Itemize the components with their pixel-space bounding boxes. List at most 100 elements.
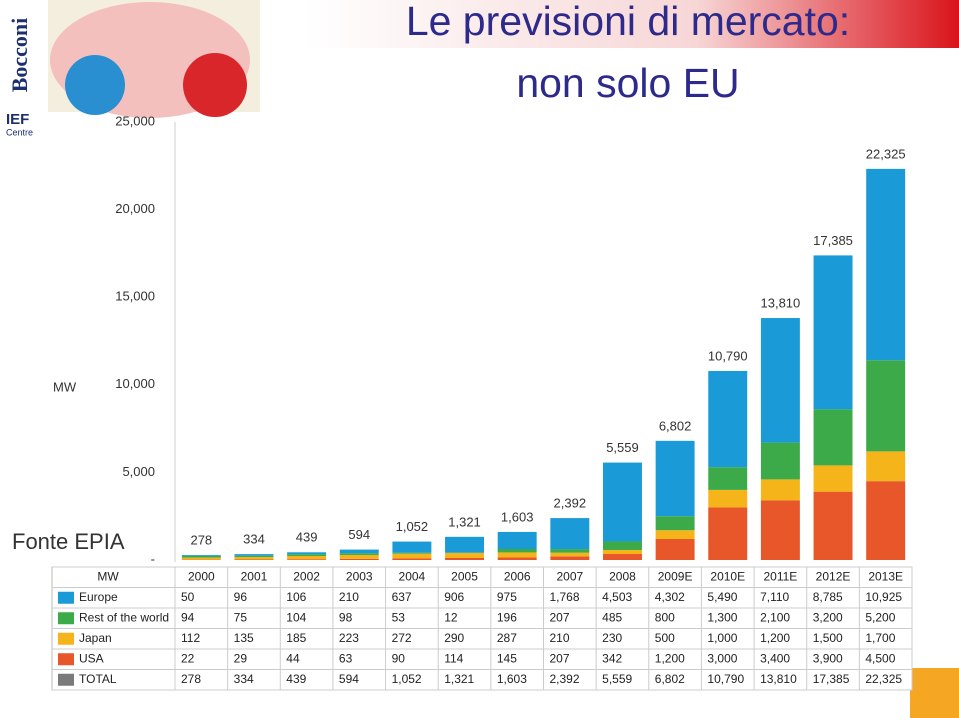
- bar-segment: [392, 558, 432, 560]
- bar-segment: [181, 556, 221, 558]
- table-cell: 485: [602, 610, 622, 624]
- bar-segment: [339, 549, 379, 554]
- table-cell: 334: [234, 672, 254, 686]
- table-cell: 1,200: [655, 651, 685, 665]
- corner-decoration: [910, 668, 959, 718]
- table-header: 2005: [451, 569, 478, 583]
- bar-segment: [234, 559, 274, 560]
- table-cell: 1,768: [550, 590, 580, 604]
- logo-name: Bocconi: [7, 18, 32, 93]
- table-cell: 106: [286, 590, 306, 604]
- table-cell: 44: [286, 651, 300, 665]
- logo-wheel: [65, 55, 125, 115]
- table-cell: 8,785: [813, 590, 843, 604]
- table-cell: 3,900: [813, 651, 843, 665]
- table-cell: 5,559: [602, 672, 632, 686]
- bar-segment: [339, 558, 379, 560]
- legend-swatch: [58, 673, 74, 686]
- bar-segment: [234, 554, 274, 556]
- bar-segment: [760, 500, 800, 560]
- bar-segment: [287, 559, 327, 560]
- title-banner: [305, 0, 959, 48]
- table-cell: 1,300: [707, 610, 737, 624]
- table-header: MW: [97, 569, 119, 583]
- bar-segment: [602, 462, 642, 542]
- table-header: 2000: [188, 569, 215, 583]
- total-label: 10,790: [708, 348, 748, 363]
- bar-segment: [392, 541, 432, 553]
- bar-segment: [655, 530, 695, 539]
- table-cell: 50: [181, 590, 195, 604]
- table-cell: 1,321: [444, 672, 474, 686]
- bar-segment: [497, 531, 537, 549]
- table-cell: 4,302: [655, 590, 685, 604]
- table-header: 2008: [609, 569, 636, 583]
- bar-segment: [708, 507, 748, 560]
- table-cell: 1,000: [707, 631, 737, 645]
- table-header: 2003: [346, 569, 373, 583]
- bar-segment: [445, 552, 485, 559]
- table-cell: 439: [286, 672, 306, 686]
- logo-wheel: [183, 53, 247, 117]
- table-cell: 342: [602, 651, 622, 665]
- total-label: 6,802: [659, 418, 692, 433]
- bar-segment: [866, 168, 906, 361]
- table-cell: 800: [655, 610, 675, 624]
- bar-segment: [866, 481, 906, 560]
- table-cell: 17,385: [813, 672, 850, 686]
- bar-segment: [339, 554, 379, 559]
- bar-segment: [497, 557, 537, 560]
- table-cell: 4,500: [865, 651, 895, 665]
- legend-swatch: [58, 632, 74, 645]
- bar-segment: [655, 440, 695, 517]
- bar-segment: [550, 552, 590, 557]
- legend-swatch: [58, 653, 74, 666]
- table-header: 2012E: [816, 569, 851, 583]
- bar-segment: [287, 554, 327, 556]
- bar-segment: [813, 465, 853, 492]
- table-cell: 114: [444, 651, 463, 665]
- table-cell: 207: [550, 610, 570, 624]
- table-cell: 22,325: [865, 672, 902, 686]
- legend-label: USA: [79, 651, 104, 665]
- bar-segment: [550, 518, 590, 550]
- table-header: 2007: [556, 569, 583, 583]
- bar-segment: [550, 556, 590, 560]
- table-cell: 3,400: [760, 651, 790, 665]
- table-cell: 272: [392, 631, 412, 645]
- bar-segment: [497, 552, 537, 558]
- table-cell: 594: [339, 672, 359, 686]
- table-cell: 906: [444, 590, 464, 604]
- table-cell: 287: [497, 631, 517, 645]
- bar-segment: [234, 555, 274, 558]
- bar-segment: [339, 553, 379, 555]
- bar-segment: [655, 538, 695, 560]
- total-label: 2,392: [554, 496, 587, 511]
- y-tick-label: -: [151, 551, 155, 566]
- table-cell: 90: [392, 651, 406, 665]
- total-label: 22,325: [866, 146, 906, 161]
- total-label: 1,052: [396, 519, 429, 534]
- total-label: 5,559: [606, 440, 639, 455]
- legend-label: Japan: [79, 631, 112, 645]
- table-cell: 185: [286, 631, 306, 645]
- bar-segment: [287, 552, 327, 555]
- table-cell: 63: [339, 651, 353, 665]
- y-tick-label: 5,000: [122, 464, 155, 479]
- bar-segment: [655, 516, 695, 531]
- table-cell: 12: [444, 610, 458, 624]
- table-cell: 5,490: [707, 590, 737, 604]
- table-cell: 1,200: [760, 631, 790, 645]
- table-cell: 75: [234, 610, 248, 624]
- y-tick-label: 15,000: [115, 289, 155, 304]
- total-label: 1,603: [501, 509, 534, 524]
- total-label: 334: [243, 532, 265, 547]
- table-cell: 135: [234, 631, 254, 645]
- table-header: 2009E: [658, 569, 693, 583]
- table-cell: 1,052: [392, 672, 422, 686]
- table-cell: 29: [234, 651, 248, 665]
- y-tick-label: 10,000: [115, 376, 155, 391]
- bar-segment: [497, 548, 537, 553]
- bar-segment: [550, 549, 590, 553]
